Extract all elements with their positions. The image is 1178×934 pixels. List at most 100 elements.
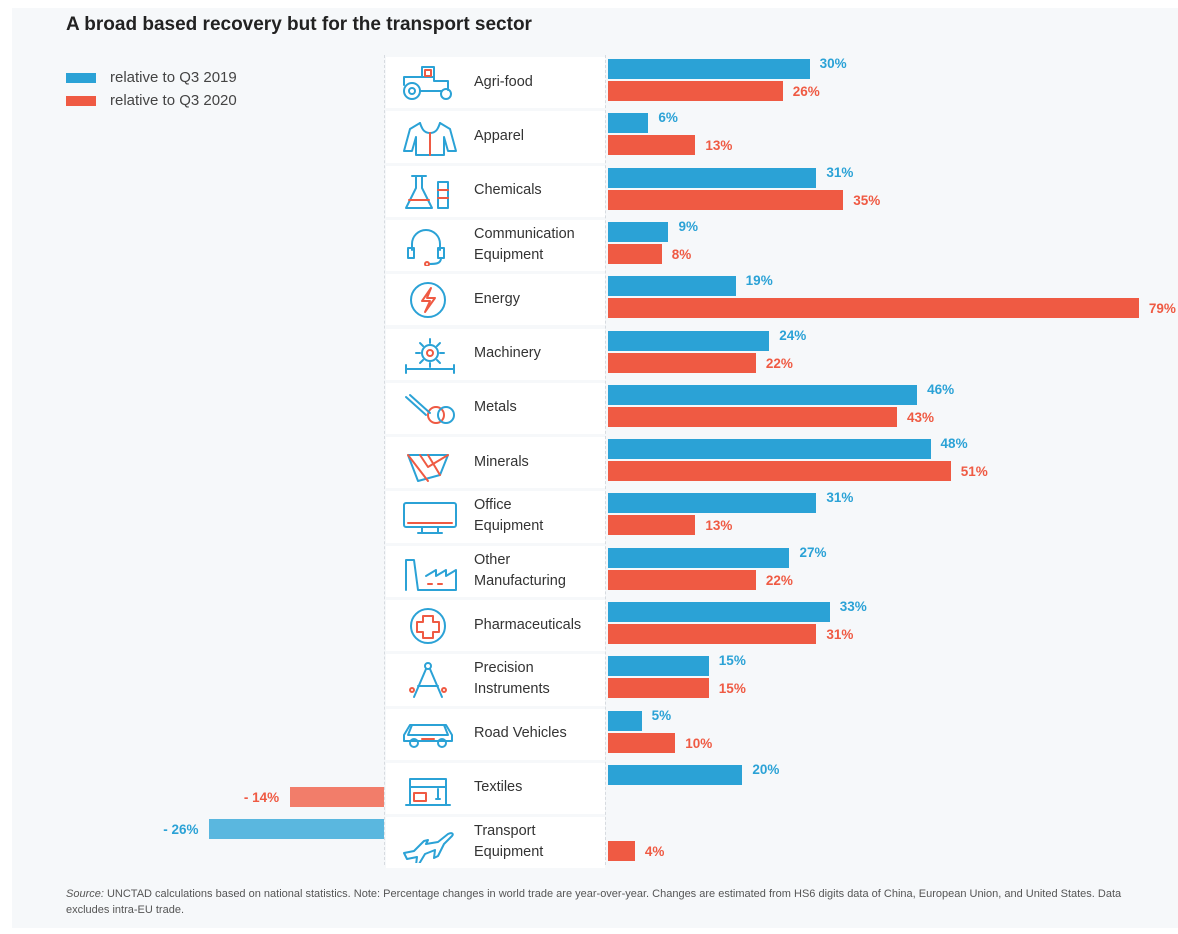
bar-q3-2020 [608, 569, 756, 590]
category-label-line: Road Vehicles [474, 725, 567, 742]
gear-icon [398, 335, 462, 375]
data-label: 5% [651, 707, 672, 723]
category-label-line: Communication [474, 225, 575, 242]
data-label: 4% [644, 844, 665, 860]
category-row [386, 545, 605, 597]
data-label: 31% [826, 627, 854, 642]
data-label: 15% [718, 653, 746, 669]
category-label-line: Office [474, 497, 512, 514]
category-label: Agri-food [474, 72, 533, 93]
bar-q3-2019 [608, 547, 790, 568]
category-label: Precision Instruments [474, 658, 550, 700]
category-label-line: Equipment [474, 844, 544, 861]
category-label: Minerals [474, 452, 529, 473]
data-label: 19% [745, 273, 773, 289]
metal-coil-icon [398, 389, 462, 429]
category-label-line: Equipment [474, 518, 544, 535]
medical-cross-icon [398, 606, 462, 646]
category-row [386, 111, 605, 163]
bar-q3-2019 [608, 764, 743, 785]
data-label: 13% [705, 138, 733, 154]
bar-q3-2019 [608, 602, 830, 622]
category-label: Textiles [474, 777, 522, 798]
category-label-line: Machinery [474, 345, 541, 361]
category-label-line: Pharmaceuticals [474, 616, 582, 633]
tractor-icon [398, 63, 462, 103]
lightning-icon [398, 280, 462, 320]
category-label-line: Minerals [474, 453, 529, 470]
category-label: Pharmaceuticals [474, 615, 581, 636]
data-label: 10% [685, 735, 713, 751]
data-label: 22% [765, 572, 793, 588]
legend-swatch-red [66, 95, 96, 106]
category-label-line: Manufacturing [474, 572, 566, 589]
category-label: Transport Equipment [474, 821, 543, 863]
bar-q3-2020 [608, 624, 817, 644]
bar-q3-2020 [608, 298, 1139, 319]
category-label: Apparel [474, 126, 524, 147]
category-label-line: Energy [474, 290, 520, 307]
bar-q3-2019 [608, 113, 649, 134]
category-label-line: Other [474, 551, 511, 568]
source-text: UNCTAD calculations based on national st… [66, 888, 1122, 916]
monitor-icon [398, 497, 462, 537]
data-label: 15% [718, 681, 746, 697]
legend: relative to Q3 2019 relative to Q3 2020 [66, 66, 237, 112]
sewing-machine-icon [398, 769, 462, 809]
bar-q3-2020 [608, 189, 844, 210]
legend-label: relative to Q3 2019 [110, 69, 237, 86]
legend-swatch-blue [66, 72, 96, 83]
category-row [386, 57, 605, 109]
bar-q3-2020 [608, 135, 696, 156]
airplane-icon [398, 823, 462, 867]
headset-icon [398, 226, 462, 267]
diamond-icon [398, 443, 462, 483]
legend-label: relative to Q3 2020 [110, 92, 237, 109]
category-label-line: Instruments [474, 681, 550, 698]
category-label: Other Manufacturing [474, 550, 566, 592]
category-label: Road Vehicles [474, 723, 567, 744]
category-column-left-border [384, 55, 385, 865]
bar-q3-2020 [608, 81, 783, 101]
data-label: 8% [671, 246, 692, 262]
category-row [386, 382, 605, 435]
legend-item-2019: relative to Q3 2019 [66, 66, 237, 89]
chart-title: A broad based recovery but for the trans… [66, 14, 532, 35]
category-label-line: Apparel [474, 127, 524, 144]
bar-q3-2019 [608, 330, 770, 351]
bar-q3-2019 [209, 819, 384, 840]
source-prefix: Source: [66, 888, 104, 900]
data-label: - 14% [243, 789, 280, 805]
data-label: 6% [658, 110, 678, 126]
data-label: 20% [752, 761, 780, 777]
category-label-line: Textiles [474, 779, 523, 796]
category-label-line: Transport [474, 823, 536, 840]
category-label: Office Equipment [474, 495, 543, 537]
data-label: 79% [1148, 301, 1176, 317]
category-label: Chemicals [474, 180, 542, 201]
data-label: 9% [678, 218, 698, 234]
bar-q3-2020 [608, 461, 951, 482]
data-label: 46% [927, 381, 955, 397]
category-row [386, 219, 605, 272]
zero-axis-line [605, 55, 606, 865]
category-label-line: Precision [474, 660, 534, 677]
data-label: 31% [826, 490, 854, 506]
data-label: 27% [799, 544, 827, 560]
bar-q3-2019 [608, 384, 918, 405]
data-label: 13% [705, 518, 733, 534]
bar-q3-2019 [608, 656, 709, 677]
bar-q3-2020 [608, 352, 756, 373]
bar-q3-2019 [608, 59, 810, 79]
legend-item-2020: relative to Q3 2020 [66, 89, 237, 112]
jacket-icon [398, 117, 462, 157]
factory-icon [398, 552, 462, 592]
category-label: Machinery [474, 343, 541, 364]
bar-q3-2020 [289, 786, 384, 807]
data-label: 22% [765, 355, 793, 371]
category-label-line: Chemicals [474, 182, 542, 199]
bar-q3-2020 [608, 406, 897, 427]
category-label-line: Agri-food [474, 73, 533, 90]
data-label: 43% [906, 409, 934, 425]
category-label: Energy [474, 289, 520, 310]
